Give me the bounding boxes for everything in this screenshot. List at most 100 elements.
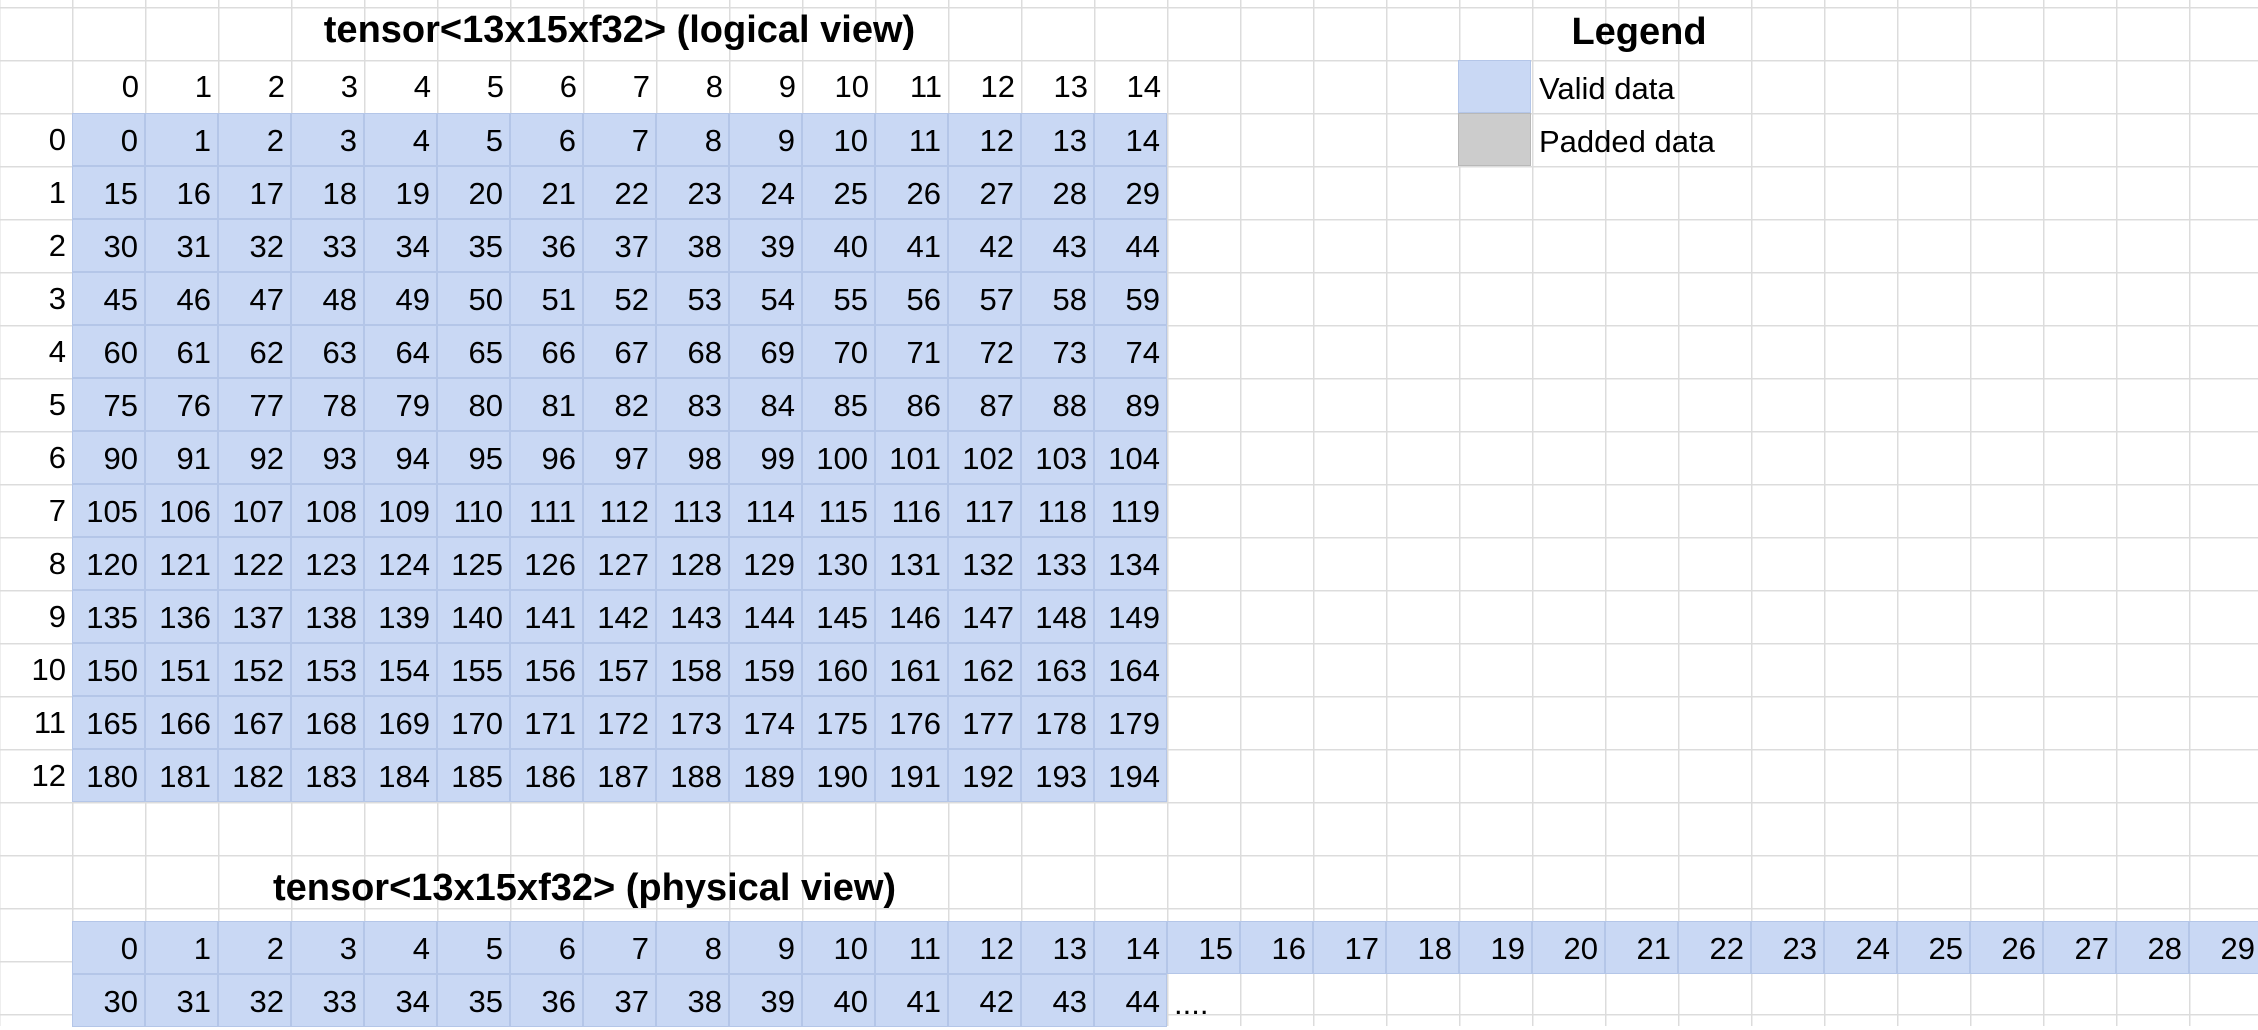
- logical-cell: 91: [145, 431, 218, 484]
- logical-cell: 65: [437, 325, 510, 378]
- logical-cell: 163: [1021, 643, 1094, 696]
- logical-cell: 62: [218, 325, 291, 378]
- logical-cell: 27: [948, 166, 1021, 219]
- logical-cell: 103: [1021, 431, 1094, 484]
- logical-cell: 142: [583, 590, 656, 643]
- physical-cell: 11: [875, 921, 948, 974]
- logical-cell: 57: [948, 272, 1021, 325]
- logical-cell: 137: [218, 590, 291, 643]
- legend-valid-label: Valid data: [1539, 71, 1675, 106]
- logical-cell: 120: [72, 537, 145, 590]
- physical-cell: 17: [1313, 921, 1386, 974]
- logical-cell: 160: [802, 643, 875, 696]
- logical-cell: 153: [291, 643, 364, 696]
- logical-cell: 12: [948, 113, 1021, 166]
- physical-cell: 35: [437, 974, 510, 1027]
- logical-cell: 80: [437, 378, 510, 431]
- logical-cell: 95: [437, 431, 510, 484]
- logical-cell: 133: [1021, 537, 1094, 590]
- logical-cell: 171: [510, 696, 583, 749]
- logical-cell: 174: [729, 696, 802, 749]
- logical-cell: 117: [948, 484, 1021, 537]
- logical-cell: 71: [875, 325, 948, 378]
- logical-cell: 83: [656, 378, 729, 431]
- logical-cell: 143: [656, 590, 729, 643]
- logical-cell: 165: [72, 696, 145, 749]
- logical-cell: 108: [291, 484, 364, 537]
- logical-cell: 14: [1094, 113, 1167, 166]
- logical-cell: 23: [656, 166, 729, 219]
- logical-cell: 20: [437, 166, 510, 219]
- logical-col-header: 8: [705, 69, 723, 104]
- logical-cell: 41: [875, 219, 948, 272]
- physical-cell: 6: [510, 921, 583, 974]
- physical-cell: 40: [802, 974, 875, 1027]
- logical-cell: 61: [145, 325, 218, 378]
- logical-cell: 67: [583, 325, 656, 378]
- logical-row-header: 12: [31, 758, 66, 793]
- logical-col-header: 1: [194, 69, 212, 104]
- logical-cell: 167: [218, 696, 291, 749]
- logical-cell: 188: [656, 749, 729, 802]
- logical-cell: 149: [1094, 590, 1167, 643]
- physical-cell: 5: [437, 921, 510, 974]
- logical-col-header: 3: [340, 69, 358, 104]
- logical-col-header: 5: [486, 69, 504, 104]
- logical-cell: 49: [364, 272, 437, 325]
- physical-cell: 34: [364, 974, 437, 1027]
- logical-row-header: 4: [48, 334, 66, 369]
- logical-cell: 50: [437, 272, 510, 325]
- logical-cell: 139: [364, 590, 437, 643]
- logical-cell: 178: [1021, 696, 1094, 749]
- logical-cell: 168: [291, 696, 364, 749]
- logical-row-header: 3: [48, 281, 66, 316]
- logical-cell: 17: [218, 166, 291, 219]
- logical-cell: 98: [656, 431, 729, 484]
- physical-cell: 12: [948, 921, 1021, 974]
- logical-cell: 8: [656, 113, 729, 166]
- logical-cell: 55: [802, 272, 875, 325]
- logical-col-header: 9: [778, 69, 796, 104]
- logical-cell: 90: [72, 431, 145, 484]
- logical-row-header: 11: [33, 705, 66, 740]
- logical-cell: 122: [218, 537, 291, 590]
- physical-cell: 1: [145, 921, 218, 974]
- logical-cell: 127: [583, 537, 656, 590]
- logical-cell: 134: [1094, 537, 1167, 590]
- physical-cell: 24: [1824, 921, 1897, 974]
- physical-cell: 7: [583, 921, 656, 974]
- logical-cell: 116: [875, 484, 948, 537]
- physical-cell: 13: [1021, 921, 1094, 974]
- physical-cell: 9: [729, 921, 802, 974]
- logical-cell: 70: [802, 325, 875, 378]
- logical-cell: 111: [510, 484, 583, 537]
- logical-cell: 51: [510, 272, 583, 325]
- logical-cell: 74: [1094, 325, 1167, 378]
- logical-cell: 150: [72, 643, 145, 696]
- logical-cell: 59: [1094, 272, 1167, 325]
- logical-cell: 183: [291, 749, 364, 802]
- physical-cell: 15: [1167, 921, 1240, 974]
- logical-cell: 180: [72, 749, 145, 802]
- logical-cell: 29: [1094, 166, 1167, 219]
- logical-cell: 101: [875, 431, 948, 484]
- physical-cell: 39: [729, 974, 802, 1027]
- logical-cell: 156: [510, 643, 583, 696]
- logical-row-header: 1: [48, 175, 66, 210]
- legend-title: Legend: [1571, 11, 1707, 53]
- logical-cell: 40: [802, 219, 875, 272]
- logical-cell: 76: [145, 378, 218, 431]
- logical-cell: 184: [364, 749, 437, 802]
- physical-cell: 27: [2043, 921, 2116, 974]
- physical-cell: 41: [875, 974, 948, 1027]
- logical-cell: 38: [656, 219, 729, 272]
- logical-cell: 152: [218, 643, 291, 696]
- physical-view-ellipsis: ....: [1174, 986, 1209, 1021]
- physical-cell: 2: [218, 921, 291, 974]
- logical-cell: 84: [729, 378, 802, 431]
- physical-cell: 4: [364, 921, 437, 974]
- logical-cell: 105: [72, 484, 145, 537]
- physical-cell: 36: [510, 974, 583, 1027]
- logical-cell: 121: [145, 537, 218, 590]
- logical-cell: 114: [729, 484, 802, 537]
